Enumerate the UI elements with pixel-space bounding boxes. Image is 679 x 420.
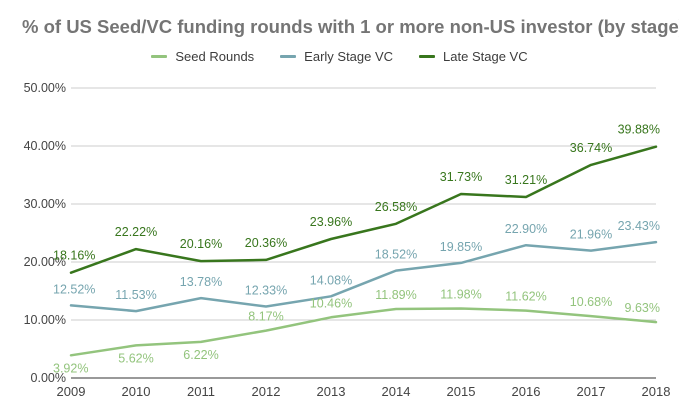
data-label: 8.17% [248, 310, 283, 324]
data-label: 18.52% [375, 248, 417, 262]
data-label: 18.16% [53, 249, 95, 263]
x-tick-label: 2018 [642, 384, 671, 399]
x-tick-label: 2015 [447, 384, 476, 399]
legend-item-late: Late Stage VC [419, 49, 528, 64]
data-label: 3.92% [53, 361, 88, 375]
legend-label-seed: Seed Rounds [175, 49, 255, 64]
legend-label-early: Early Stage VC [304, 49, 394, 64]
data-label: 5.62% [118, 351, 153, 365]
data-label: 19.85% [440, 240, 482, 254]
y-tick-label: 0.00% [31, 371, 66, 385]
data-label: 10.46% [310, 296, 352, 310]
gridlines [71, 87, 656, 379]
y-axis: 0.00% 10.00% 20.00% 30.00% 40.00% 50.00% [24, 81, 66, 385]
series-line-early [69, 240, 658, 313]
legend-swatch-late [419, 55, 436, 58]
data-labels: 3.92% 5.62% 6.22% 8.17% 10.46% 11.89% 11.98% 11… [53, 123, 660, 376]
series-line-seed [69, 307, 658, 357]
series-line-late [69, 145, 658, 274]
data-label: 10.68% [570, 295, 612, 309]
chart-title: % of US Seed/VC funding rounds with 1 or… [22, 16, 679, 37]
legend-item-seed: Seed Rounds [151, 49, 254, 64]
data-label: 31.21% [505, 173, 547, 187]
data-label: 12.52% [53, 282, 95, 296]
x-tick-label: 2012 [252, 384, 281, 399]
x-tick-label: 2009 [57, 384, 86, 399]
legend-swatch-early [280, 55, 297, 58]
data-label: 11.53% [115, 288, 156, 302]
data-label: 20.16% [180, 237, 222, 251]
data-label: 11.89% [375, 288, 416, 302]
data-label: 39.88% [618, 123, 660, 137]
data-label: 11.62% [505, 290, 546, 304]
data-label: 6.22% [183, 348, 218, 362]
y-tick-label: 50.00% [24, 81, 66, 95]
x-tick-label: 2016 [512, 384, 541, 399]
data-label: 22.90% [505, 222, 547, 236]
y-tick-label: 10.00% [24, 313, 66, 327]
y-tick-label: 20.00% [24, 255, 66, 269]
data-label: 23.96% [310, 215, 352, 229]
x-tick-label: 2011 [187, 384, 215, 399]
x-tick-label: 2013 [317, 384, 346, 399]
x-tick-label: 2010 [122, 384, 151, 399]
legend-swatch-seed [151, 55, 168, 58]
y-tick-label: 30.00% [24, 197, 66, 211]
data-label: 12.33% [245, 283, 287, 297]
data-label: 31.73% [440, 170, 482, 184]
data-label: 13.78% [180, 275, 222, 289]
data-label: 23.43% [618, 219, 660, 233]
data-label: 36.74% [570, 141, 612, 155]
legend-label-late: Late Stage VC [443, 49, 528, 64]
y-tick-label: 40.00% [24, 139, 66, 153]
data-label: 21.96% [570, 228, 612, 242]
x-tick-label: 2017 [577, 384, 606, 399]
data-label: 26.58% [375, 200, 417, 214]
data-label: 9.63% [625, 301, 660, 315]
data-label: 20.36% [245, 236, 287, 250]
x-axis: 2009 2010 2011 2012 2013 2014 2015 2016 2017 2018 [57, 384, 671, 399]
data-label: 11.98% [440, 288, 481, 302]
chart-legend: Seed Rounds Early Stage VC Late Stage VC [0, 49, 679, 64]
data-label: 22.22% [115, 225, 157, 239]
x-tick-label: 2014 [382, 384, 411, 399]
data-label: 14.08% [310, 273, 352, 287]
series-lines [69, 145, 658, 357]
legend-item-early: Early Stage VC [280, 49, 393, 64]
